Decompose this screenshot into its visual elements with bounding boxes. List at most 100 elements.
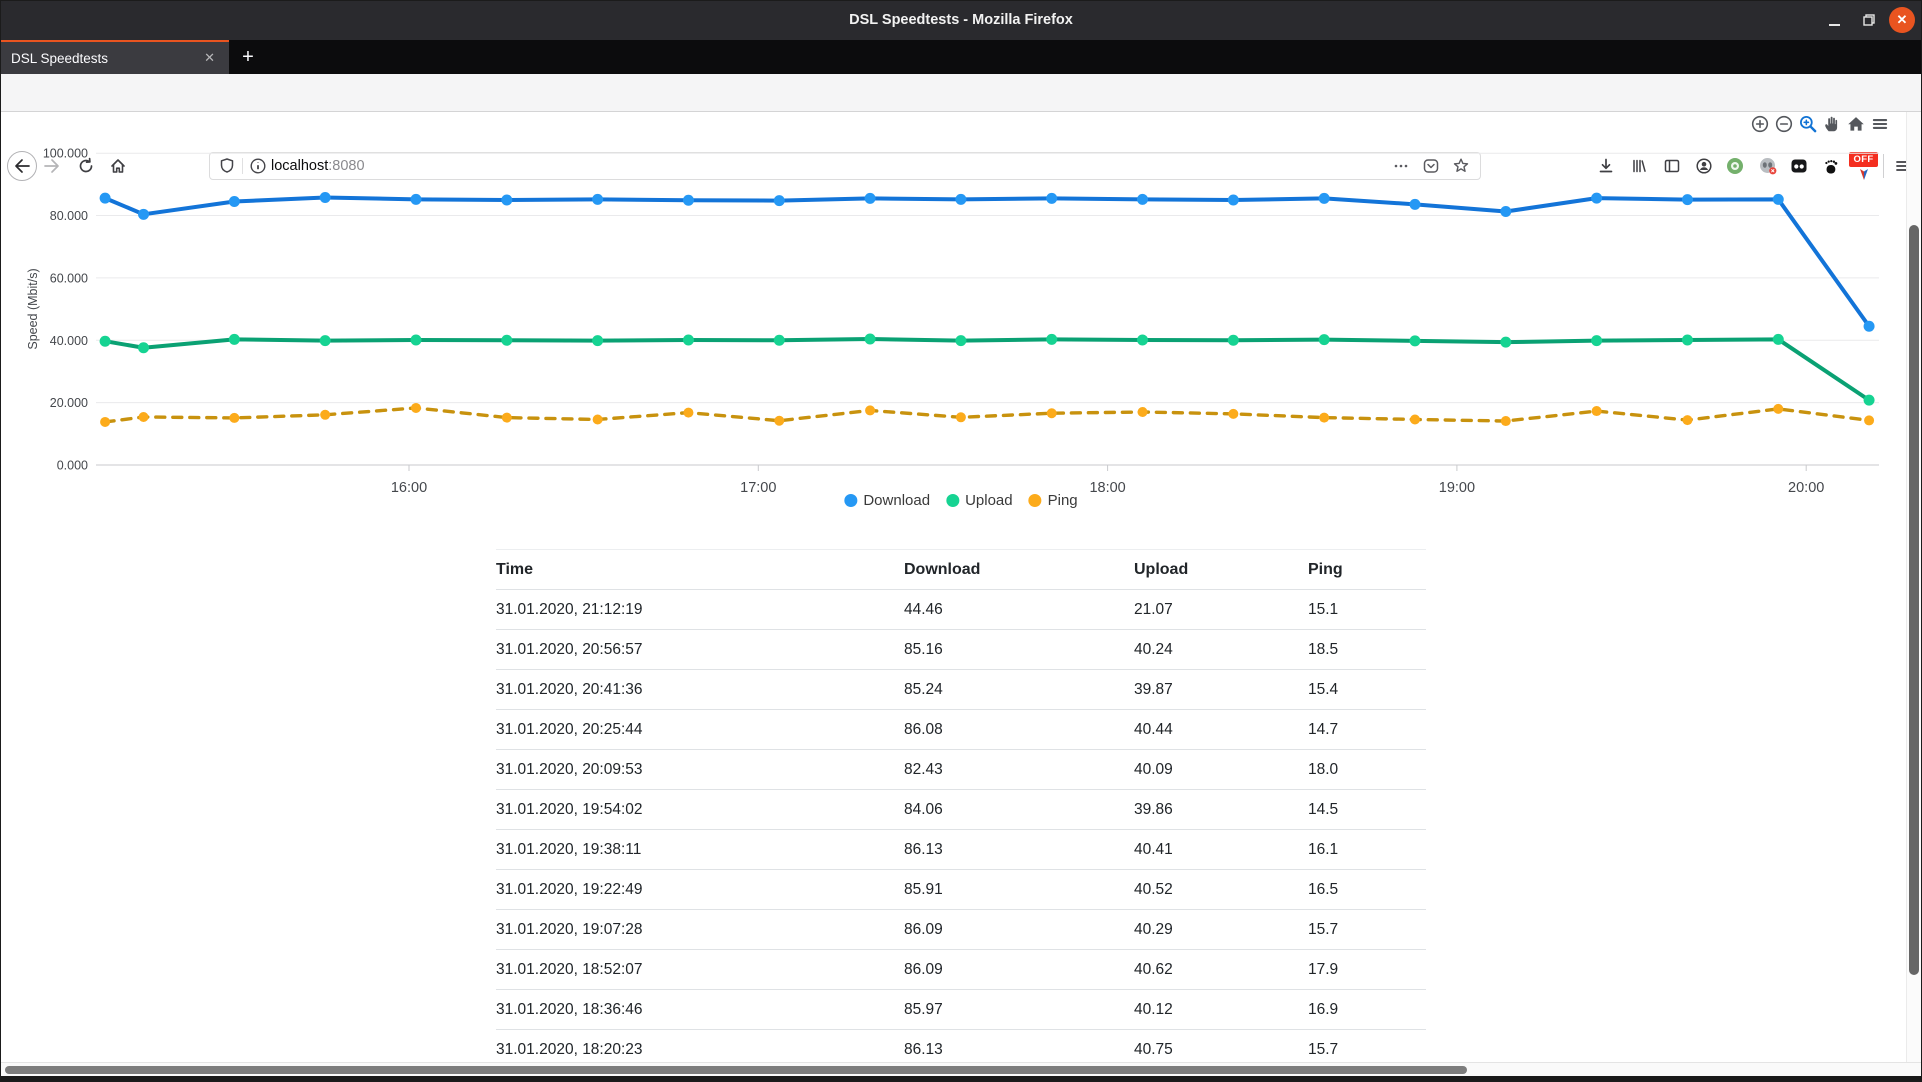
legend-item-download[interactable]: Download xyxy=(844,492,930,509)
ping-marker xyxy=(501,412,512,423)
table-cell: 40.29 xyxy=(1134,909,1308,950)
navigation-toolbar: localhost:8080 xyxy=(1,74,1921,181)
table-row: 31.01.2020, 18:36:46 85.97 40.12 16.9 xyxy=(496,989,1426,1030)
upload-marker xyxy=(1137,334,1149,346)
speed-chart[interactable]: 0.000 20.000 40.000 60.000 80.000 100.000 16:0… xyxy=(1,111,1922,516)
restore-button[interactable] xyxy=(1856,7,1882,33)
ping-marker xyxy=(865,405,876,416)
table-row: 31.01.2020, 20:09:53 82.43 40.09 18.0 xyxy=(496,749,1426,790)
upload-marker xyxy=(1681,334,1693,346)
table-cell: 16.1 xyxy=(1308,829,1426,870)
table-cell: 14.5 xyxy=(1308,789,1426,830)
url-bar[interactable]: localhost:8080 xyxy=(209,152,1481,180)
table-row: 31.01.2020, 20:56:57 85.16 40.24 18.5 xyxy=(496,629,1426,670)
y-tick-label: 60.000 xyxy=(50,271,88,285)
table-cell: 39.86 xyxy=(1134,789,1308,830)
x-tick-label: 18:00 xyxy=(1089,480,1125,496)
tab-dsl-speedtests[interactable]: DSL Speedtests ✕ xyxy=(1,40,229,74)
window-bottom-edge xyxy=(1,1076,1921,1081)
upload-marker xyxy=(410,334,422,346)
reload-button[interactable] xyxy=(77,157,95,175)
box-zoom-button[interactable] xyxy=(1798,114,1818,134)
downloads-button[interactable] xyxy=(1597,157,1615,175)
legend-item-ping[interactable]: Ping xyxy=(1028,492,1078,509)
legend-dot xyxy=(946,494,960,507)
upload-marker xyxy=(864,333,876,345)
upload-marker xyxy=(955,335,967,347)
tracking-shield-icon[interactable] xyxy=(218,157,236,175)
table-cell: 31.01.2020, 18:52:07 xyxy=(496,949,904,990)
upload-marker xyxy=(1227,334,1239,346)
extension-privacy-icon[interactable] xyxy=(1726,157,1744,175)
upload-marker xyxy=(592,335,604,347)
table-cell: 16.5 xyxy=(1308,869,1426,910)
download-marker xyxy=(410,193,422,205)
back-icon xyxy=(15,159,30,173)
zoom-out-button[interactable] xyxy=(1774,114,1794,134)
tab-close-icon[interactable]: ✕ xyxy=(204,50,215,65)
table-cell: 85.16 xyxy=(904,629,1134,670)
vertical-scrollbar-thumb[interactable] xyxy=(1909,225,1919,975)
table-cell: 31.01.2020, 21:12:19 xyxy=(496,589,904,630)
upload-marker xyxy=(773,334,785,346)
minimize-button[interactable] xyxy=(1821,7,1847,33)
new-tab-button[interactable]: + xyxy=(242,45,254,68)
url-host: localhost xyxy=(271,158,329,174)
extension-disabled-icon[interactable] xyxy=(1759,157,1777,175)
pan-button[interactable] xyxy=(1822,114,1842,134)
horizontal-scrollbar-track[interactable] xyxy=(1,1062,1921,1076)
chart-menu-button[interactable] xyxy=(1870,114,1890,134)
home-button[interactable] xyxy=(109,157,127,175)
legend-dot xyxy=(1028,494,1042,507)
ping-line xyxy=(103,406,1871,424)
extension-dark-icon[interactable] xyxy=(1790,157,1808,175)
proxy-off-badge[interactable]: OFF xyxy=(1849,152,1878,167)
zoom-in-button[interactable] xyxy=(1750,114,1770,134)
table-cell: 86.09 xyxy=(904,949,1134,990)
ping-marker xyxy=(100,416,111,427)
ping-marker xyxy=(1228,408,1239,419)
download-marker xyxy=(1772,193,1784,205)
page-actions-icon[interactable] xyxy=(1392,157,1410,175)
table-cell: 16.9 xyxy=(1308,989,1426,1030)
download-marker xyxy=(864,192,876,204)
upload-marker xyxy=(1772,333,1784,345)
y-tick-label: 20.000 xyxy=(50,396,88,410)
table-header-time: Time xyxy=(496,549,904,590)
legend-item-upload[interactable]: Upload xyxy=(946,492,1013,509)
proxy-pin-icon xyxy=(1860,169,1868,180)
x-tick-label: 16:00 xyxy=(391,480,427,496)
legend-label: Upload xyxy=(965,492,1013,509)
table-cell: 15.7 xyxy=(1308,909,1426,950)
ping-marker xyxy=(1137,406,1148,417)
minimize-icon xyxy=(1828,24,1840,26)
table-cell: 18.0 xyxy=(1308,749,1426,790)
reset-home-button[interactable] xyxy=(1846,114,1866,134)
bookmark-star-icon[interactable] xyxy=(1452,157,1470,175)
table-header-upload: Upload xyxy=(1134,549,1308,590)
pocket-icon[interactable] xyxy=(1422,157,1440,175)
account-button[interactable] xyxy=(1695,157,1713,175)
legend-label: Ping xyxy=(1047,492,1078,509)
download-marker xyxy=(1500,206,1512,218)
upload-marker xyxy=(319,335,331,347)
site-info-icon[interactable] xyxy=(249,157,267,175)
vertical-scrollbar-track[interactable] xyxy=(1906,112,1921,1067)
toolbar-separator xyxy=(1883,154,1884,178)
table-cell: 39.87 xyxy=(1134,669,1308,710)
gnome-foot-icon[interactable] xyxy=(1822,157,1840,175)
restore-icon xyxy=(1863,14,1875,26)
back-button[interactable] xyxy=(7,151,37,181)
table-cell: 40.44 xyxy=(1134,709,1308,750)
download-marker xyxy=(773,195,785,207)
upload-marker xyxy=(1046,333,1058,345)
library-button[interactable] xyxy=(1630,157,1648,175)
download-marker xyxy=(501,194,513,206)
table-row: 31.01.2020, 19:07:28 86.09 40.29 15.7 xyxy=(496,909,1426,950)
window-title: DSL Speedtests - Mozilla Firefox xyxy=(849,12,1073,28)
close-button[interactable]: ✕ xyxy=(1889,7,1915,33)
forward-button[interactable] xyxy=(43,157,61,175)
sidebars-button[interactable] xyxy=(1663,157,1681,175)
table-cell: 82.43 xyxy=(904,749,1134,790)
horizontal-scrollbar-thumb[interactable] xyxy=(5,1066,1467,1074)
